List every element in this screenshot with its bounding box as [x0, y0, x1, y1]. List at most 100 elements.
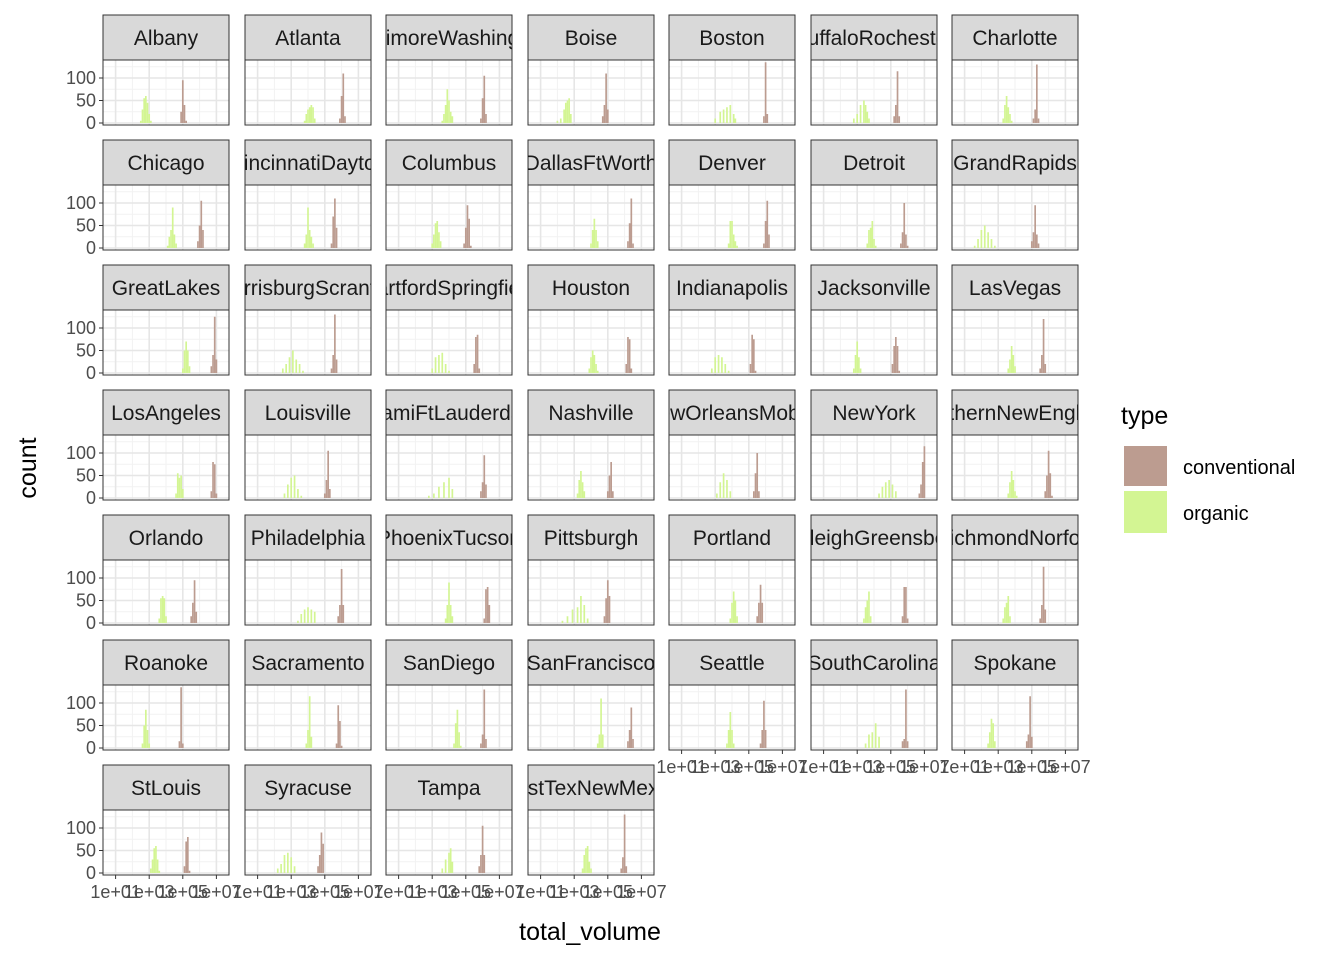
histogram-bar-organic [598, 734, 601, 748]
histogram-bar-organic [436, 221, 439, 248]
panel-grid [245, 560, 371, 625]
histogram-bar-organic [990, 718, 993, 748]
histogram-bar-organic [290, 477, 293, 498]
histogram-bar-conventional [195, 611, 198, 623]
histogram-bar-conventional [895, 105, 897, 123]
histogram-bar-conventional [756, 453, 759, 498]
histogram-bar-conventional [896, 346, 899, 373]
histogram-bar-organic [283, 855, 286, 873]
facet-panel: Philadelphia [244, 514, 372, 626]
histogram-bar-organic [581, 482, 584, 498]
facet-strip [102, 14, 230, 61]
histogram-bar-organic [313, 611, 316, 623]
facet-strip-label: Sacramento [251, 652, 364, 675]
histogram-bar-conventional [178, 741, 181, 748]
histogram-bar-organic [433, 234, 435, 248]
x-tick-label: 1e+03 [266, 882, 317, 902]
histogram-bar-organic [714, 118, 717, 123]
facet-strip [527, 264, 655, 311]
histogram-bar-conventional [318, 855, 321, 873]
histogram-bar-organic [451, 116, 454, 123]
histogram-bar-organic [451, 489, 454, 498]
histogram-bar-conventional [753, 339, 755, 373]
histogram-bar-conventional [612, 491, 614, 498]
histogram-bar-conventional [330, 243, 333, 248]
histogram-bar-conventional [181, 743, 184, 748]
facet-strip [951, 389, 1079, 436]
facet-strip [668, 514, 796, 561]
histogram-bar-organic [141, 743, 144, 748]
histogram-bar-organic [992, 723, 994, 748]
panel-border [244, 809, 372, 876]
histogram-bar-conventional [896, 71, 899, 123]
histogram-bar-conventional [1036, 64, 1038, 123]
histogram-bar-organic [1010, 346, 1013, 373]
histogram-bar-organic [729, 491, 732, 498]
histogram-bar-organic [731, 602, 733, 623]
facet-strip-label: LasVegas [969, 277, 1061, 300]
y-tick-label: 0 [86, 863, 96, 883]
facet-panel: Detroit [810, 139, 938, 251]
facet-strip-label: Nashville [548, 402, 633, 425]
histogram-bar-organic [310, 609, 313, 623]
histogram-bar-organic [160, 598, 162, 623]
histogram-bar-organic [146, 102, 149, 123]
histogram-bar-conventional [485, 484, 487, 498]
histogram-bar-conventional [756, 616, 759, 623]
histogram-bar-conventional [1039, 618, 1042, 623]
y-tick-label: 50 [76, 91, 96, 111]
histogram-bar-conventional [193, 580, 196, 623]
histogram-bar-conventional [463, 243, 465, 248]
x-tick-label: 1e+07 [899, 757, 950, 777]
facet-strip [244, 139, 372, 186]
facet-panel: Boise [527, 14, 655, 126]
histogram-bar-organic [459, 745, 462, 748]
histogram-bar-organic [590, 357, 592, 373]
histogram-bar-conventional [1027, 734, 1030, 748]
histogram-bar-organic [308, 230, 311, 248]
histogram-bar-conventional [606, 491, 609, 498]
facet-panel: Louisville [244, 389, 372, 501]
panel-grid [245, 60, 371, 125]
facet-strip-label: NewYork [832, 402, 916, 425]
facet-strip-label: Columbus [402, 152, 497, 175]
histogram-bar-organic [293, 866, 296, 873]
facet-strip [810, 639, 938, 686]
histogram-bar-organic [453, 743, 455, 748]
histogram-bar-conventional [627, 337, 629, 373]
histogram-bar-conventional [759, 584, 762, 623]
histogram-bar-conventional [483, 75, 486, 123]
histogram-bar-conventional [344, 116, 346, 123]
histogram-bar-conventional [483, 855, 486, 873]
histogram-bar-conventional [1044, 364, 1047, 373]
histogram-bar-conventional [918, 493, 921, 498]
histogram-bar-organic [595, 230, 597, 248]
histogram-bar-organic [295, 359, 298, 373]
histogram-bar-conventional [480, 491, 482, 498]
histogram-bar-organic [434, 357, 437, 373]
histogram-bar-organic [441, 120, 444, 123]
histogram-bar-conventional [475, 337, 477, 373]
histogram-bar-organic [732, 743, 735, 748]
facet-strip [527, 514, 655, 561]
histogram-bar-conventional [761, 602, 764, 623]
panel-grid [811, 310, 937, 375]
y-tick-label: 100 [66, 568, 96, 588]
histogram-bar-organic [444, 618, 447, 623]
facet-strip-label: Detroit [843, 152, 905, 175]
histogram-bar-conventional [1034, 109, 1036, 123]
y-tick-label: 50 [76, 466, 96, 486]
facet-strip [102, 389, 230, 436]
facet-strip [244, 639, 372, 686]
facet-strip-label: HartfordSpringfield [361, 277, 536, 300]
panel-border [385, 59, 513, 126]
histogram-bar-conventional [605, 73, 607, 123]
histogram-bar-organic [181, 489, 184, 498]
histogram-bar-conventional [627, 741, 629, 748]
histogram-bar-conventional [339, 605, 341, 623]
panel-grid [528, 435, 654, 500]
histogram-bar-conventional [327, 450, 329, 498]
